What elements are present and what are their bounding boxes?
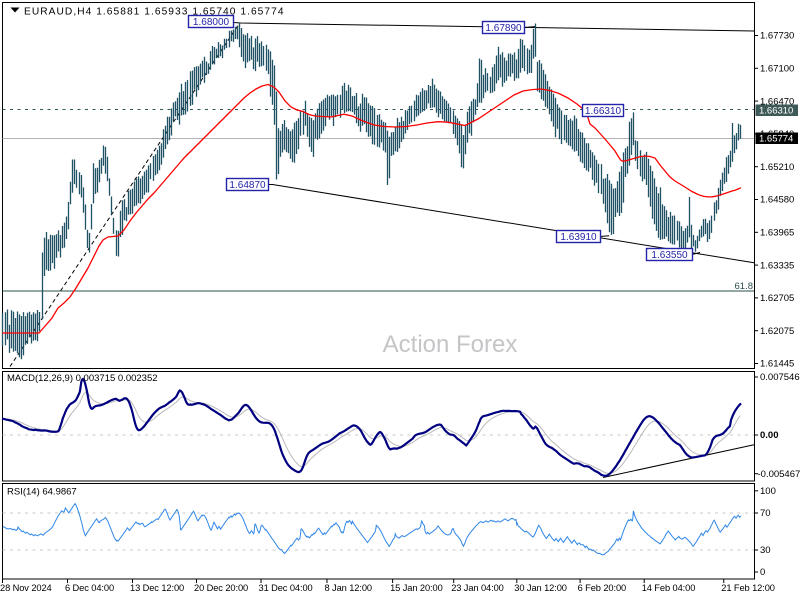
svg-text:-0.005467: -0.005467 bbox=[758, 469, 800, 480]
svg-text:15 Jan 20:00: 15 Jan 20:00 bbox=[390, 583, 443, 593]
svg-text:1.63335: 1.63335 bbox=[760, 260, 794, 271]
svg-text:Action Forex: Action Forex bbox=[383, 331, 518, 358]
svg-text:1.63550: 1.63550 bbox=[651, 250, 688, 261]
svg-text:1.67730: 1.67730 bbox=[760, 31, 794, 42]
svg-text:61.8: 61.8 bbox=[735, 281, 754, 292]
svg-text:70: 70 bbox=[760, 508, 771, 519]
svg-text:RSI(14) 64.9867: RSI(14) 64.9867 bbox=[7, 487, 77, 498]
svg-text:1.61445: 1.61445 bbox=[760, 359, 794, 370]
svg-text:1.66310: 1.66310 bbox=[585, 106, 622, 117]
svg-text:8 Jan 12:00: 8 Jan 12:00 bbox=[325, 583, 373, 593]
svg-text:1.67100: 1.67100 bbox=[760, 64, 794, 75]
svg-text:1.66310: 1.66310 bbox=[759, 106, 793, 117]
svg-text:EURAUD,H4 1.65881 1.65933 1.6: EURAUD,H4 1.65881 1.65933 1.65740 1.6577… bbox=[24, 7, 285, 18]
svg-text:MACD(12,26,9) 0.003715 0.00235: MACD(12,26,9) 0.003715 0.002352 bbox=[7, 373, 158, 384]
svg-text:1.63965: 1.63965 bbox=[760, 228, 794, 239]
svg-text:1.65774: 1.65774 bbox=[759, 134, 793, 145]
svg-text:20 Dec 20:00: 20 Dec 20:00 bbox=[194, 583, 248, 593]
svg-text:1.65210: 1.65210 bbox=[760, 162, 794, 173]
svg-text:6 Dec 04:00: 6 Dec 04:00 bbox=[65, 583, 114, 593]
svg-text:0.007546: 0.007546 bbox=[760, 372, 800, 383]
svg-text:1.62075: 1.62075 bbox=[760, 326, 794, 337]
svg-text:28 Nov 2024: 28 Nov 2024 bbox=[0, 583, 52, 593]
svg-text:31 Dec 04:00: 31 Dec 04:00 bbox=[259, 583, 313, 593]
svg-text:30: 30 bbox=[760, 545, 771, 556]
svg-text:21 Feb 12:00: 21 Feb 12:00 bbox=[721, 583, 775, 593]
svg-text:0.00: 0.00 bbox=[760, 430, 779, 441]
svg-text:13 Dec 12:00: 13 Dec 12:00 bbox=[130, 583, 184, 593]
svg-text:0: 0 bbox=[760, 567, 765, 578]
svg-text:23 Jan 04:00: 23 Jan 04:00 bbox=[451, 583, 504, 593]
svg-text:6 Feb 20:00: 6 Feb 20:00 bbox=[578, 583, 627, 593]
svg-text:1.64580: 1.64580 bbox=[760, 195, 794, 206]
svg-text:1.62705: 1.62705 bbox=[760, 293, 794, 304]
svg-text:1.67890: 1.67890 bbox=[485, 23, 522, 34]
svg-text:30 Jan 12:00: 30 Jan 12:00 bbox=[514, 583, 567, 593]
svg-text:100: 100 bbox=[760, 486, 776, 497]
svg-text:14 Feb 04:00: 14 Feb 04:00 bbox=[642, 583, 696, 593]
svg-text:1.68000: 1.68000 bbox=[193, 17, 230, 28]
svg-text:1.64870: 1.64870 bbox=[229, 180, 266, 191]
svg-text:1.63910: 1.63910 bbox=[560, 232, 597, 243]
